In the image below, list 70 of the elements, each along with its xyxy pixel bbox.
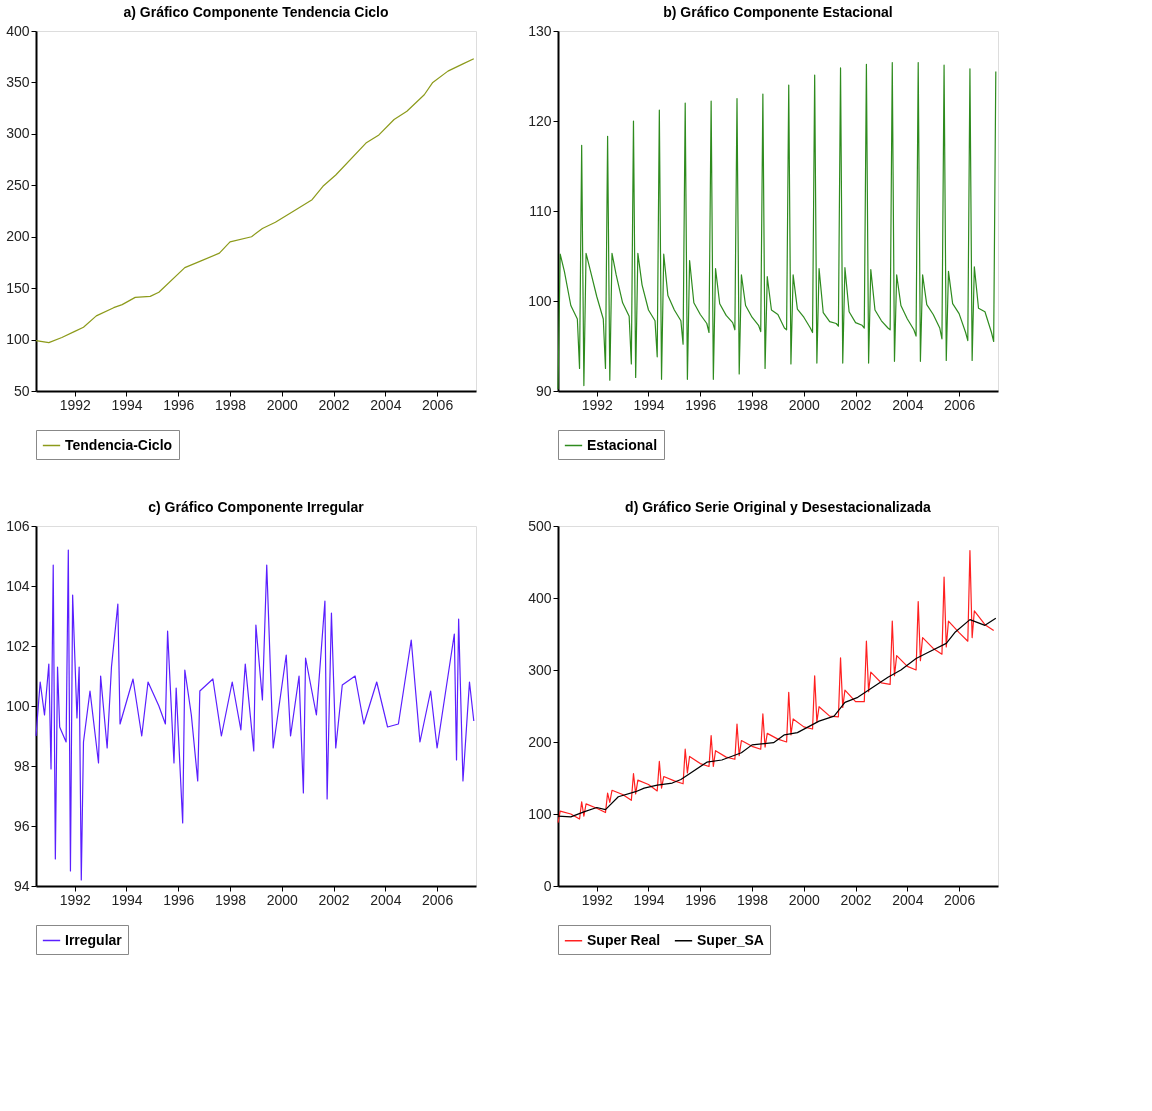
y-tick-label: 104	[6, 577, 30, 594]
x-tick-label: 2006	[422, 396, 454, 413]
x-tick-label: 1992	[581, 396, 614, 413]
x-tick-label: 2006	[944, 396, 976, 413]
chart-title: d) Gráfico Serie Original y Desestacionalizada	[625, 499, 932, 515]
x-tick-label: 1992	[59, 891, 92, 908]
x-tick-label: 2006	[422, 891, 454, 908]
line-series	[35, 549, 475, 881]
y-tick-label: 150	[6, 279, 30, 296]
x-tick-label: 2002	[840, 891, 872, 908]
x-tick-label: 1998	[736, 396, 769, 413]
y-tick-label: 120	[528, 112, 552, 129]
y-tick-label: 100	[528, 292, 552, 309]
y-tick-label: 98	[13, 757, 30, 774]
x-tick-label: 1998	[214, 891, 247, 908]
y-tick-label: 400	[6, 22, 30, 39]
legend-label: Irregular	[65, 931, 123, 948]
x-tick-label: 2000	[266, 396, 299, 413]
x-tick-label: 1998	[214, 396, 247, 413]
y-tick-label: 102	[6, 637, 30, 654]
line-series	[557, 549, 995, 824]
y-tick-label: 100	[528, 805, 552, 822]
y-tick-label: 50	[13, 382, 30, 399]
x-tick-label: 2002	[840, 396, 872, 413]
x-tick-label: 2000	[266, 891, 299, 908]
x-tick-label: 1992	[59, 396, 92, 413]
y-tick-label: 400	[528, 589, 552, 606]
line-series	[35, 58, 475, 344]
x-tick-label: 1996	[163, 891, 195, 908]
x-tick-label: 1994	[111, 396, 143, 413]
y-tick-label: 90	[535, 382, 552, 399]
x-tick-label: 2000	[788, 396, 821, 413]
y-tick-label: 200	[6, 228, 30, 245]
y-tick-label: 100	[6, 697, 30, 714]
y-tick-label: 106	[6, 517, 30, 534]
chart-title: b) Gráfico Componente Estacional	[663, 4, 893, 20]
x-tick-label: 1994	[111, 891, 143, 908]
chart-title: a) Gráfico Componente Tendencia Ciclo	[123, 4, 389, 20]
x-tick-label: 2002	[318, 396, 350, 413]
x-tick-label: 1996	[685, 396, 717, 413]
y-tick-label: 96	[13, 817, 30, 834]
x-tick-label: 1992	[581, 891, 614, 908]
x-tick-label: 1998	[736, 891, 769, 908]
y-tick-label: 350	[6, 73, 30, 90]
y-tick-label: 130	[528, 22, 552, 39]
y-tick-label: 250	[6, 176, 30, 193]
x-tick-label: 2000	[788, 891, 821, 908]
x-tick-label: 2002	[318, 891, 350, 908]
x-tick-label: 1996	[685, 891, 717, 908]
x-tick-label: 1994	[633, 891, 665, 908]
legend-label: Super Real	[587, 931, 661, 948]
x-tick-label: 1996	[163, 396, 195, 413]
y-tick-label: 94	[13, 877, 30, 894]
legend-label: Super_SA	[697, 931, 764, 948]
x-tick-label: 1994	[633, 396, 665, 413]
legend-label: Estacional	[587, 436, 658, 453]
x-tick-label: 2006	[944, 891, 976, 908]
y-tick-label: 110	[529, 202, 552, 219]
y-tick-label: 200	[528, 733, 552, 750]
y-tick-label: 0	[543, 877, 552, 894]
x-tick-label: 2004	[370, 396, 402, 413]
y-tick-label: 300	[528, 661, 552, 678]
x-tick-label: 2004	[892, 396, 924, 413]
y-tick-label: 300	[6, 125, 30, 142]
legend-label: Tendencia-Ciclo	[65, 436, 173, 453]
y-tick-label: 100	[6, 331, 30, 348]
x-tick-label: 2004	[892, 891, 924, 908]
chart-title: c) Gráfico Componente Irregular	[148, 499, 365, 515]
x-tick-label: 2004	[370, 891, 402, 908]
y-tick-label: 500	[528, 517, 552, 534]
